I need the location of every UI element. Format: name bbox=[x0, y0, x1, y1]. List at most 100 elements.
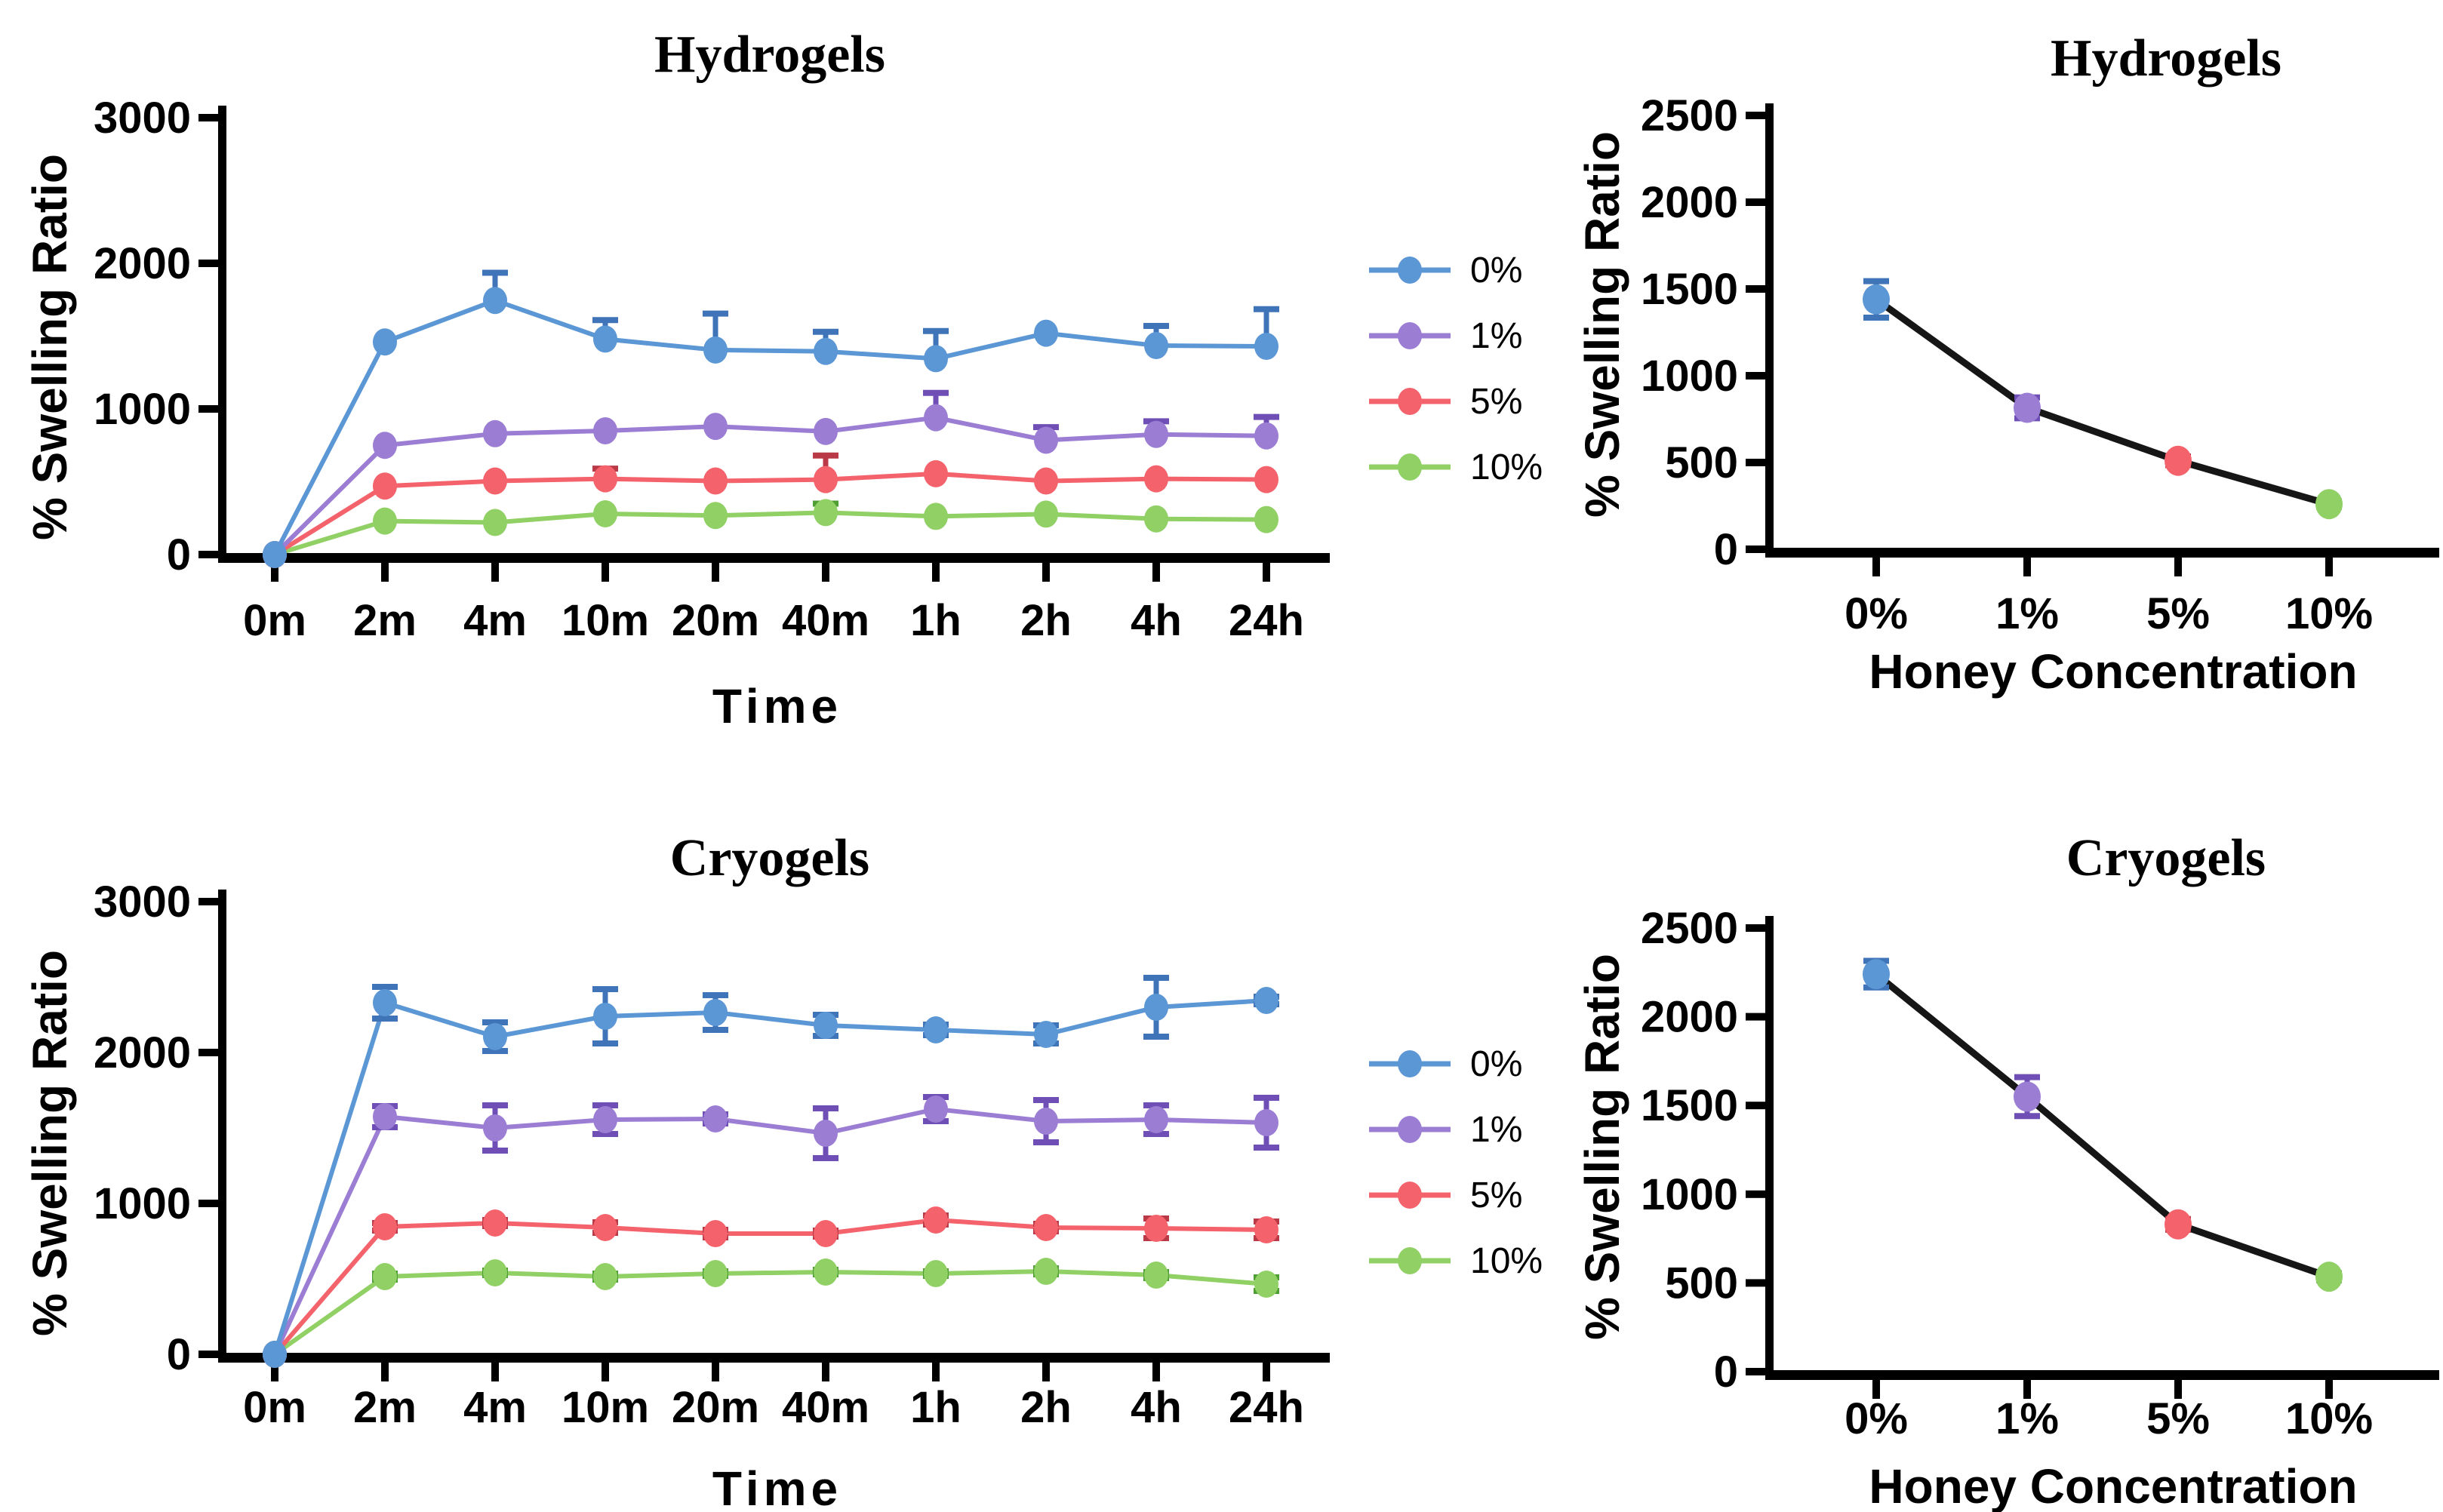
x-axis-label: Time bbox=[712, 1461, 842, 1512]
data-point-10% bbox=[593, 499, 617, 527]
data-point-10% bbox=[703, 502, 728, 530]
x-tick-label: 2m bbox=[353, 596, 417, 645]
x-tick bbox=[602, 561, 609, 582]
legend-label: 1% bbox=[1470, 1110, 1523, 1150]
data-point-0% bbox=[1034, 1021, 1058, 1048]
chart-hydrogels-concentration: Hydrogels % Swelling Ratio Honey Concentra… bbox=[1575, 29, 2439, 699]
data-point-5% bbox=[703, 1220, 728, 1247]
data-point-5% bbox=[593, 465, 617, 493]
legend-dot bbox=[1398, 257, 1422, 284]
x-tick-label: 2h bbox=[1020, 1383, 1072, 1432]
data-point-0% bbox=[483, 1023, 507, 1050]
legend-item-0pct: 0% bbox=[1365, 250, 1543, 290]
data-point-5% bbox=[1144, 465, 1168, 493]
x-tick bbox=[1042, 1361, 1050, 1381]
x-tick-label: 10% bbox=[2285, 589, 2373, 638]
y-axis-line bbox=[1765, 103, 1774, 558]
series-line-0% bbox=[272, 298, 1267, 556]
data-point-0% bbox=[1144, 332, 1168, 360]
series-line-10% bbox=[274, 510, 1267, 557]
legend-marker-icon bbox=[1369, 1247, 1451, 1274]
legend-marker-icon bbox=[1369, 1182, 1451, 1209]
y-tick-label: 0 bbox=[167, 1330, 191, 1379]
series-line-1% bbox=[272, 415, 1267, 557]
data-point-0% bbox=[814, 337, 838, 365]
y-tick-label: 2000 bbox=[94, 239, 191, 288]
y-tick-label: 500 bbox=[1665, 1258, 1738, 1308]
data-point-swelling-vs-honey-concentration bbox=[1863, 284, 1890, 315]
x-tick bbox=[271, 561, 278, 582]
data-point-1% bbox=[483, 1114, 507, 1142]
data-point-1% bbox=[1034, 1108, 1058, 1135]
legend-item-1pct: 1% bbox=[1365, 1110, 1543, 1150]
legend-label: 0% bbox=[1470, 1044, 1523, 1084]
legend-label: 0% bbox=[1470, 250, 1523, 290]
data-point-1% bbox=[593, 416, 617, 444]
x-tick-label: 10% bbox=[2285, 1394, 2373, 1443]
x-tick-label: 1% bbox=[1995, 1394, 2059, 1443]
x-tick-label: 1% bbox=[1995, 589, 2059, 638]
data-point-10% bbox=[703, 1260, 728, 1287]
y-tick bbox=[1746, 459, 1765, 466]
x-tick bbox=[1152, 561, 1160, 582]
data-point-0% bbox=[703, 999, 728, 1026]
data-point-1% bbox=[1254, 1109, 1278, 1136]
data-point-1% bbox=[1254, 422, 1278, 450]
y-tick-label: 500 bbox=[1665, 438, 1738, 487]
y-tick-label: 2000 bbox=[1641, 993, 1738, 1042]
data-point-5% bbox=[924, 1206, 948, 1234]
legend-marker-icon bbox=[1369, 388, 1451, 415]
data-point-1% bbox=[373, 432, 397, 459]
y-axis-line bbox=[218, 106, 226, 563]
data-point-1% bbox=[703, 1105, 728, 1132]
data-point-10% bbox=[814, 1258, 838, 1286]
data-point-10% bbox=[593, 1263, 617, 1290]
y-axis-line bbox=[218, 890, 226, 1363]
x-tick bbox=[1152, 1361, 1160, 1381]
x-tick-label: 4h bbox=[1131, 1383, 1182, 1432]
y-tick-label: 0 bbox=[1714, 525, 1738, 574]
y-axis-label: % Swelling Ratio bbox=[1575, 954, 1629, 1340]
legend-dot bbox=[1398, 1116, 1422, 1143]
data-point-5% bbox=[924, 459, 948, 487]
x-tick bbox=[712, 561, 719, 582]
y-tick-label: 3000 bbox=[94, 94, 191, 143]
chart-hydrogels-time: Hydrogels % Swelling Ratio Time 0 1000 2000 30… bbox=[23, 26, 1330, 733]
y-tick bbox=[1746, 285, 1765, 293]
x-axis-label: Time bbox=[712, 679, 842, 733]
chart-title: Cryogels bbox=[2066, 829, 2266, 887]
x-tick-label: 0% bbox=[1845, 589, 1908, 638]
data-point-0% bbox=[593, 325, 617, 353]
x-tick-label: 5% bbox=[2146, 1394, 2210, 1443]
data-point-0% bbox=[373, 989, 397, 1016]
data-point-1% bbox=[924, 1096, 948, 1123]
data-point-5% bbox=[1034, 1214, 1058, 1241]
data-point-5% bbox=[483, 467, 507, 495]
legend-item-10pct: 10% bbox=[1365, 1241, 1543, 1281]
y-tick bbox=[1746, 1368, 1765, 1375]
data-point-5% bbox=[483, 1209, 507, 1237]
x-tick-label: 0% bbox=[1845, 1394, 1908, 1443]
legend-dot bbox=[1398, 1182, 1422, 1209]
data-point-1% bbox=[1144, 1106, 1168, 1133]
x-tick-label: 2h bbox=[1020, 596, 1072, 645]
data-point-10% bbox=[483, 509, 507, 536]
data-point-0% bbox=[263, 541, 287, 568]
x-tick bbox=[2325, 556, 2333, 576]
x-tick-label: 4m bbox=[463, 596, 527, 645]
y-tick bbox=[198, 1351, 218, 1358]
data-point-5% bbox=[373, 472, 397, 500]
y-tick bbox=[1746, 1013, 1765, 1021]
x-tick bbox=[2174, 556, 2182, 576]
legend-item-5pct: 5% bbox=[1365, 1175, 1543, 1215]
y-tick bbox=[1746, 1102, 1765, 1110]
x-axis-line bbox=[218, 1353, 1330, 1363]
chart-title: Hydrogels bbox=[2051, 29, 2281, 88]
chart-cryogels-time: Cryogels % Swelling Ratio Time 0 1000 2000 300… bbox=[23, 829, 1330, 1512]
data-point-1% bbox=[924, 404, 948, 432]
x-tick-label: 0m bbox=[243, 596, 306, 645]
legend-marker-icon bbox=[1369, 1050, 1451, 1077]
x-tick-label: 5% bbox=[2146, 589, 2210, 638]
data-point-10% bbox=[1144, 1262, 1168, 1289]
y-tick bbox=[198, 114, 218, 121]
